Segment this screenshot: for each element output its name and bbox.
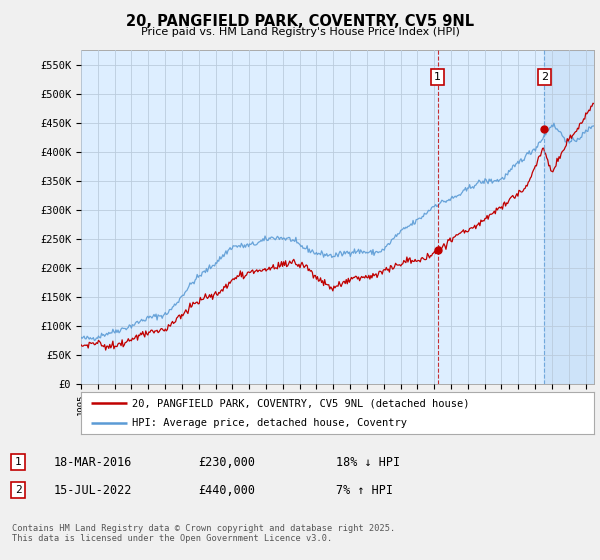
Text: 1: 1 [14, 457, 22, 467]
Text: 2: 2 [14, 485, 22, 495]
Text: 7% ↑ HPI: 7% ↑ HPI [336, 483, 393, 497]
Text: 18-MAR-2016: 18-MAR-2016 [54, 455, 133, 469]
Text: 1: 1 [434, 72, 441, 82]
Text: £440,000: £440,000 [198, 483, 255, 497]
Text: 20, PANGFIELD PARK, COVENTRY, CV5 9NL: 20, PANGFIELD PARK, COVENTRY, CV5 9NL [126, 14, 474, 29]
Text: £230,000: £230,000 [198, 455, 255, 469]
Text: 18% ↓ HPI: 18% ↓ HPI [336, 455, 400, 469]
Text: 15-JUL-2022: 15-JUL-2022 [54, 483, 133, 497]
Text: 2: 2 [541, 72, 548, 82]
Bar [544, 50, 600, 384]
Text: Price paid vs. HM Land Registry's House Price Index (HPI): Price paid vs. HM Land Registry's House … [140, 27, 460, 37]
Text: 20, PANGFIELD PARK, COVENTRY, CV5 9NL (detached house): 20, PANGFIELD PARK, COVENTRY, CV5 9NL (d… [133, 398, 470, 408]
Text: HPI: Average price, detached house, Coventry: HPI: Average price, detached house, Cove… [133, 418, 407, 428]
Text: Contains HM Land Registry data © Crown copyright and database right 2025.
This d: Contains HM Land Registry data © Crown c… [12, 524, 395, 543]
